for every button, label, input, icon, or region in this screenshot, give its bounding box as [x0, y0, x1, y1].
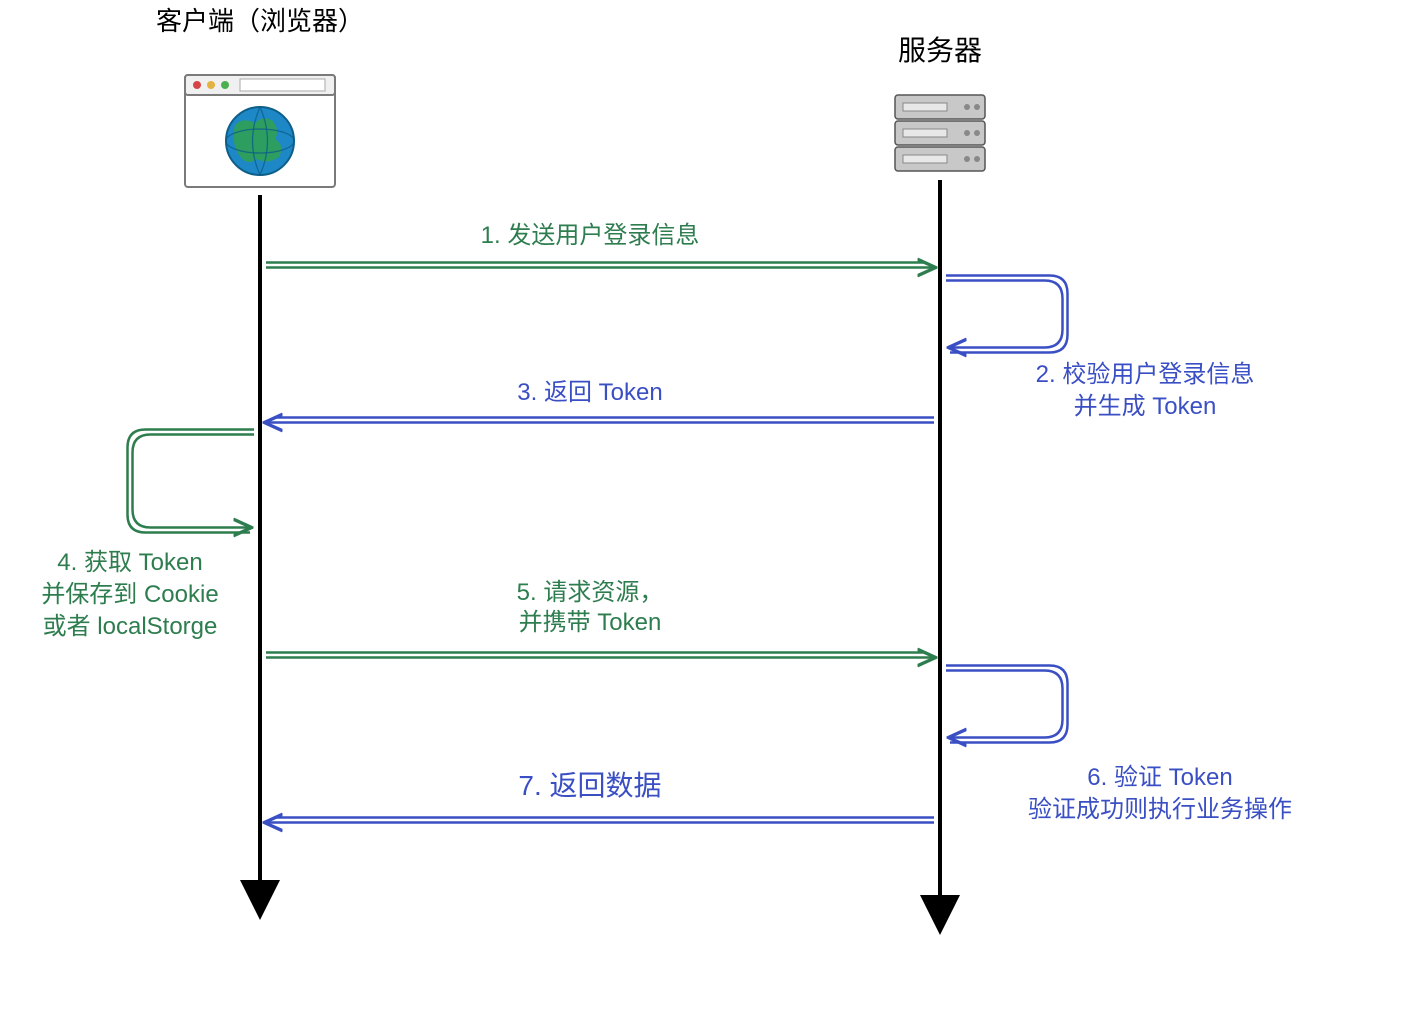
step7-label: 7. 返回数据	[518, 770, 661, 801]
step2-loop	[946, 281, 1063, 348]
step4-loop	[128, 430, 255, 533]
step4-label: 4. 获取 Token	[57, 549, 202, 576]
step6-label: 6. 验证 Token	[1087, 764, 1232, 791]
browser-icon	[185, 75, 335, 187]
step6-label: 验证成功则执行业务操作	[1028, 796, 1292, 823]
step5-label: 并携带 Token	[519, 609, 662, 636]
step1-label: 1. 发送用户登录信息	[481, 222, 700, 249]
step4-loop	[133, 435, 255, 528]
server-title: 服务器	[898, 35, 982, 66]
sequence-diagram: 客户端（浏览器） 服务器	[0, 0, 1413, 1028]
step5-label: 5. 请求资源，	[517, 579, 664, 606]
step4-label: 或者 localStorge	[43, 613, 218, 640]
step6-loop	[946, 671, 1063, 738]
step6-loop	[946, 666, 1068, 743]
step2-loop	[946, 276, 1068, 353]
step3-label: 3. 返回 Token	[517, 379, 662, 406]
step4-label: 并保存到 Cookie	[41, 581, 218, 608]
step2-label: 并生成 Token	[1074, 393, 1217, 420]
client-title: 客户端（浏览器）	[156, 6, 364, 36]
server-icon	[895, 95, 985, 171]
step2-label: 2. 校验用户登录信息	[1036, 361, 1255, 388]
